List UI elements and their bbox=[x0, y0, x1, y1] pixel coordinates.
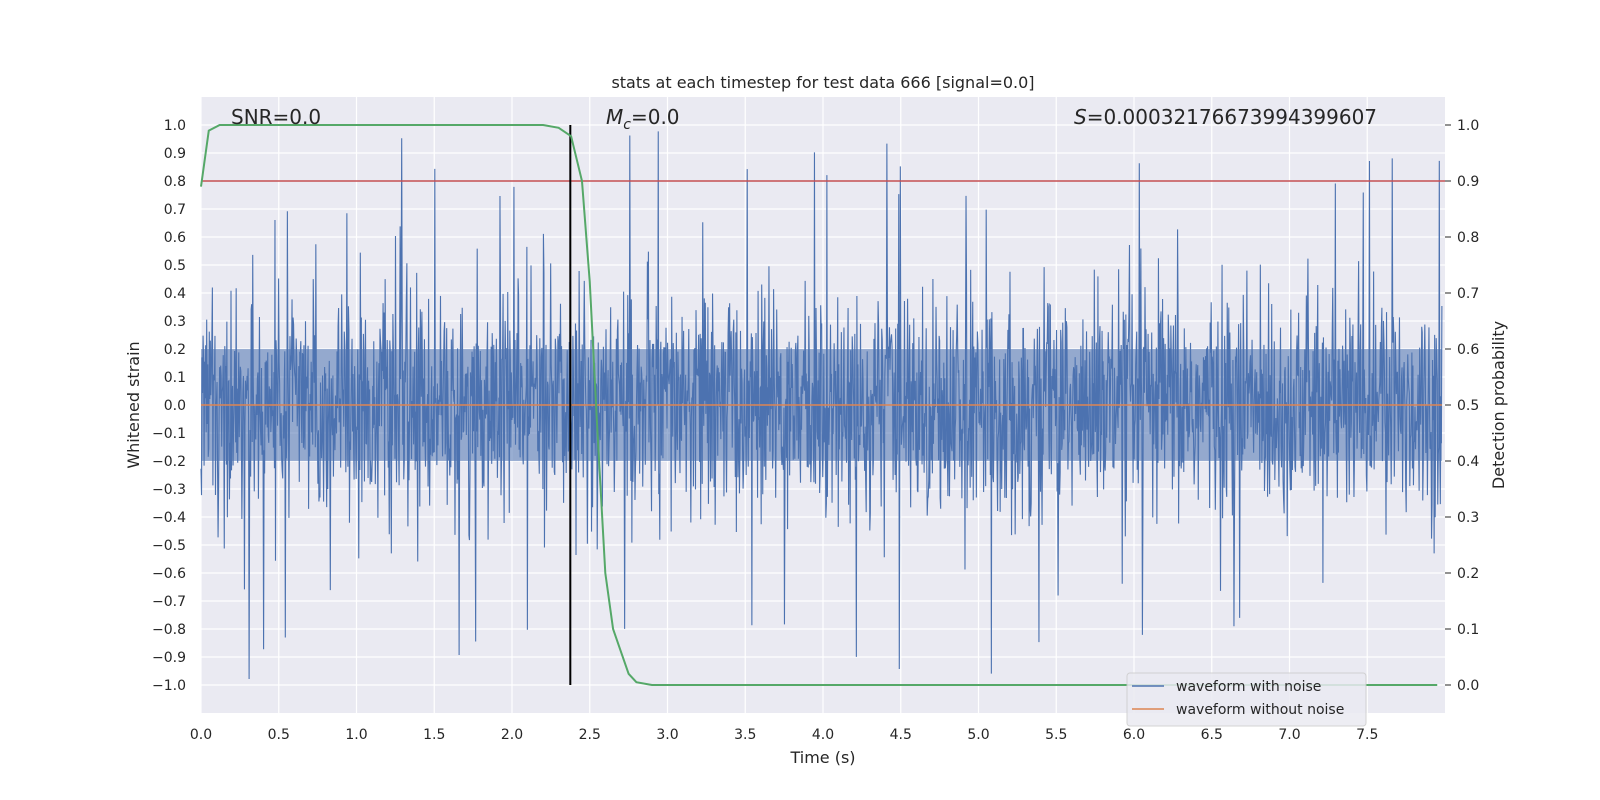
x-tick-label: 2.0 bbox=[501, 727, 523, 743]
chirp-mass-annotation: Mc=0.0 bbox=[606, 105, 680, 133]
x-axis-label: Time (s) bbox=[789, 748, 855, 767]
series-detection-probability-group bbox=[200, 124, 1438, 686]
x-tick-label: 4.0 bbox=[812, 727, 834, 743]
series-detection-probability bbox=[200, 124, 1438, 686]
x-tick-label: 7.5 bbox=[1356, 727, 1378, 743]
y-tick-label: −0.3 bbox=[152, 482, 186, 498]
y-tick-label: 0.1 bbox=[164, 370, 186, 386]
legend: waveform with noise waveform without noi… bbox=[1126, 672, 1367, 727]
x-tick-label: 0.5 bbox=[268, 727, 290, 743]
y-tick-label: 0.5 bbox=[164, 258, 186, 274]
s-value: =0.00032176673994399607 bbox=[1087, 105, 1377, 129]
y-tick-label: −0.7 bbox=[152, 594, 186, 610]
chart-title: stats at each timestep for test data 666… bbox=[611, 73, 1034, 92]
y2-tick-label: 0.6 bbox=[1457, 342, 1479, 358]
x-tick-label: 0.0 bbox=[190, 727, 212, 743]
y-tick-label: −0.9 bbox=[152, 650, 186, 666]
y-tick-label: −0.1 bbox=[152, 426, 186, 442]
y-tick-label: 0.6 bbox=[164, 230, 186, 246]
x-tick-label: 5.5 bbox=[1045, 727, 1067, 743]
chirp-mass-value: =0.0 bbox=[631, 105, 680, 129]
legend-label-waveform-with-noise: waveform with noise bbox=[1176, 679, 1321, 695]
y2-tick-label: 0.2 bbox=[1457, 566, 1479, 582]
y2-tick-label: 0.1 bbox=[1457, 622, 1479, 638]
y2-tick-label: 0.3 bbox=[1457, 510, 1479, 526]
y2-tick-label: 0.4 bbox=[1457, 454, 1479, 470]
legend-box bbox=[1126, 672, 1367, 727]
x-tick-label: 3.5 bbox=[734, 727, 756, 743]
y-tick-label: 0.7 bbox=[164, 202, 186, 218]
y-tick-label: 0.4 bbox=[164, 286, 186, 302]
y2-axis-label: Detection probability bbox=[1489, 321, 1508, 489]
y2-tick-label: 1.0 bbox=[1457, 118, 1479, 134]
y-tick-label: −0.8 bbox=[152, 622, 186, 638]
y-tick-label: 0.8 bbox=[164, 174, 186, 190]
y2-tick-label: 0.5 bbox=[1457, 398, 1479, 414]
y-tick-label: 0.3 bbox=[164, 314, 186, 330]
y-tick-label: 0.0 bbox=[164, 398, 186, 414]
y-axis-ticks: 1.0 0.9 0.8 0.7 0.6 0.5 0.4 0.3 0.2 0.1 0.0 −0.1 −0.… bbox=[152, 118, 186, 694]
y-tick-label: −0.4 bbox=[152, 510, 186, 526]
x-tick-label: 1.5 bbox=[423, 727, 445, 743]
y-tick-label: −0.6 bbox=[152, 566, 186, 582]
snr-annotation: SNR=0.0 bbox=[231, 105, 321, 129]
x-tick-label: 6.5 bbox=[1201, 727, 1223, 743]
chirp-mass-symbol: M bbox=[606, 105, 623, 129]
y2-tick-label: 0.9 bbox=[1457, 174, 1479, 190]
s-annotation: S=0.00032176673994399607 bbox=[1074, 105, 1377, 129]
y2-axis-ticks: 1.0 0.9 0.8 0.7 0.6 0.5 0.4 0.3 0.2 0.1 0.0 bbox=[1445, 118, 1479, 694]
x-tick-label: 3.0 bbox=[656, 727, 678, 743]
y-tick-label: −1.0 bbox=[152, 678, 186, 694]
s-symbol: S bbox=[1074, 105, 1087, 129]
y-axis-label: Whitened strain bbox=[124, 341, 143, 468]
x-axis-ticks: 0.0 0.5 1.0 1.5 2.0 2.5 3.0 3.5 4.0 4.5 5.0 5.5 6.0 6… bbox=[190, 727, 1379, 743]
x-tick-label: 2.5 bbox=[579, 727, 601, 743]
y2-tick-label: 0.8 bbox=[1457, 230, 1479, 246]
x-tick-label: 6.0 bbox=[1123, 727, 1145, 743]
y-tick-label: −0.2 bbox=[152, 454, 186, 470]
y-tick-label: 0.9 bbox=[164, 146, 186, 162]
y2-tick-label: 0.7 bbox=[1457, 286, 1479, 302]
x-tick-label: 1.0 bbox=[345, 727, 367, 743]
x-tick-label: 7.0 bbox=[1278, 727, 1300, 743]
x-tick-label: 4.5 bbox=[890, 727, 912, 743]
legend-label-waveform-without-noise: waveform without noise bbox=[1176, 702, 1344, 718]
y-tick-label: 0.2 bbox=[164, 342, 186, 358]
y2-tick-label: 0.0 bbox=[1457, 678, 1479, 694]
y-tick-label: 1.0 bbox=[164, 118, 186, 134]
y-tick-label: −0.5 bbox=[152, 538, 186, 554]
chirp-mass-subscript: c bbox=[623, 117, 631, 133]
x-tick-label: 5.0 bbox=[967, 727, 989, 743]
